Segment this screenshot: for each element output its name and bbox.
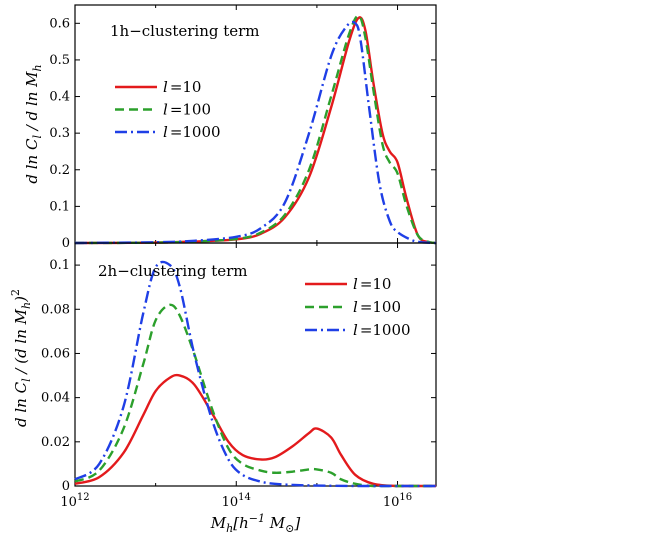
x-tick-label: 1012 (60, 492, 89, 510)
y-tick-label: 0.06 (41, 346, 70, 361)
x-tick-label: 1016 (383, 492, 412, 510)
legend-label: l =1000 (353, 321, 411, 339)
x-tick-label: 1014 (222, 492, 251, 510)
series-line-l10 (74, 16, 437, 245)
y-axis-label: d ln Cl / (d ln Mh)2 (9, 289, 33, 427)
series-line-l10 (74, 373, 436, 488)
legend-label: l =10 (163, 78, 201, 96)
plot-frame (74, 242, 437, 487)
panel-title: 1h−clustering term (110, 22, 260, 40)
y-tick-label: 0.2 (49, 163, 70, 178)
legend-label: l =1000 (163, 123, 221, 141)
bottom-panel-2h: 0 0.02 0.04 0.06 0.08 0.1 1012 1014 1016 l =10 l =10… (9, 242, 437, 535)
plot-frame (74, 4, 437, 244)
legend-label: l =100 (163, 101, 211, 119)
series-line-l1000 (74, 260, 436, 488)
y-tick-label: 0 (62, 479, 70, 494)
series-line-l100 (74, 14, 437, 245)
panel-title: 2h−clustering term (98, 262, 248, 280)
y-tick-label: 0.1 (49, 199, 70, 214)
y-tick-label: 0.08 (41, 302, 70, 317)
y-axis-label: d ln Cl / d ln Mh (23, 64, 44, 183)
series-line-l100 (74, 303, 436, 488)
series-line-l1000 (74, 20, 437, 245)
y-tick-label: 0.5 (49, 53, 70, 68)
y-tick-label: 0.6 (49, 16, 70, 31)
top-panel-1h: 0 0.1 0.2 0.3 0.4 0.5 0.6 l =10 l =100 l =1000 1h−clu… (23, 4, 437, 251)
y-tick-label: 0.1 (49, 258, 70, 273)
x-axis-label: Mh[h−1 M⊙] (210, 512, 301, 535)
y-tick-label: 0.02 (41, 435, 70, 450)
y-tick-label: 0 (62, 236, 70, 251)
y-tick-label: 0.3 (49, 126, 70, 141)
legend-label: l =100 (353, 298, 401, 316)
legend-label: l =10 (353, 275, 391, 293)
y-tick-label: 0.4 (49, 90, 70, 105)
y-tick-label: 0.04 (41, 391, 70, 406)
